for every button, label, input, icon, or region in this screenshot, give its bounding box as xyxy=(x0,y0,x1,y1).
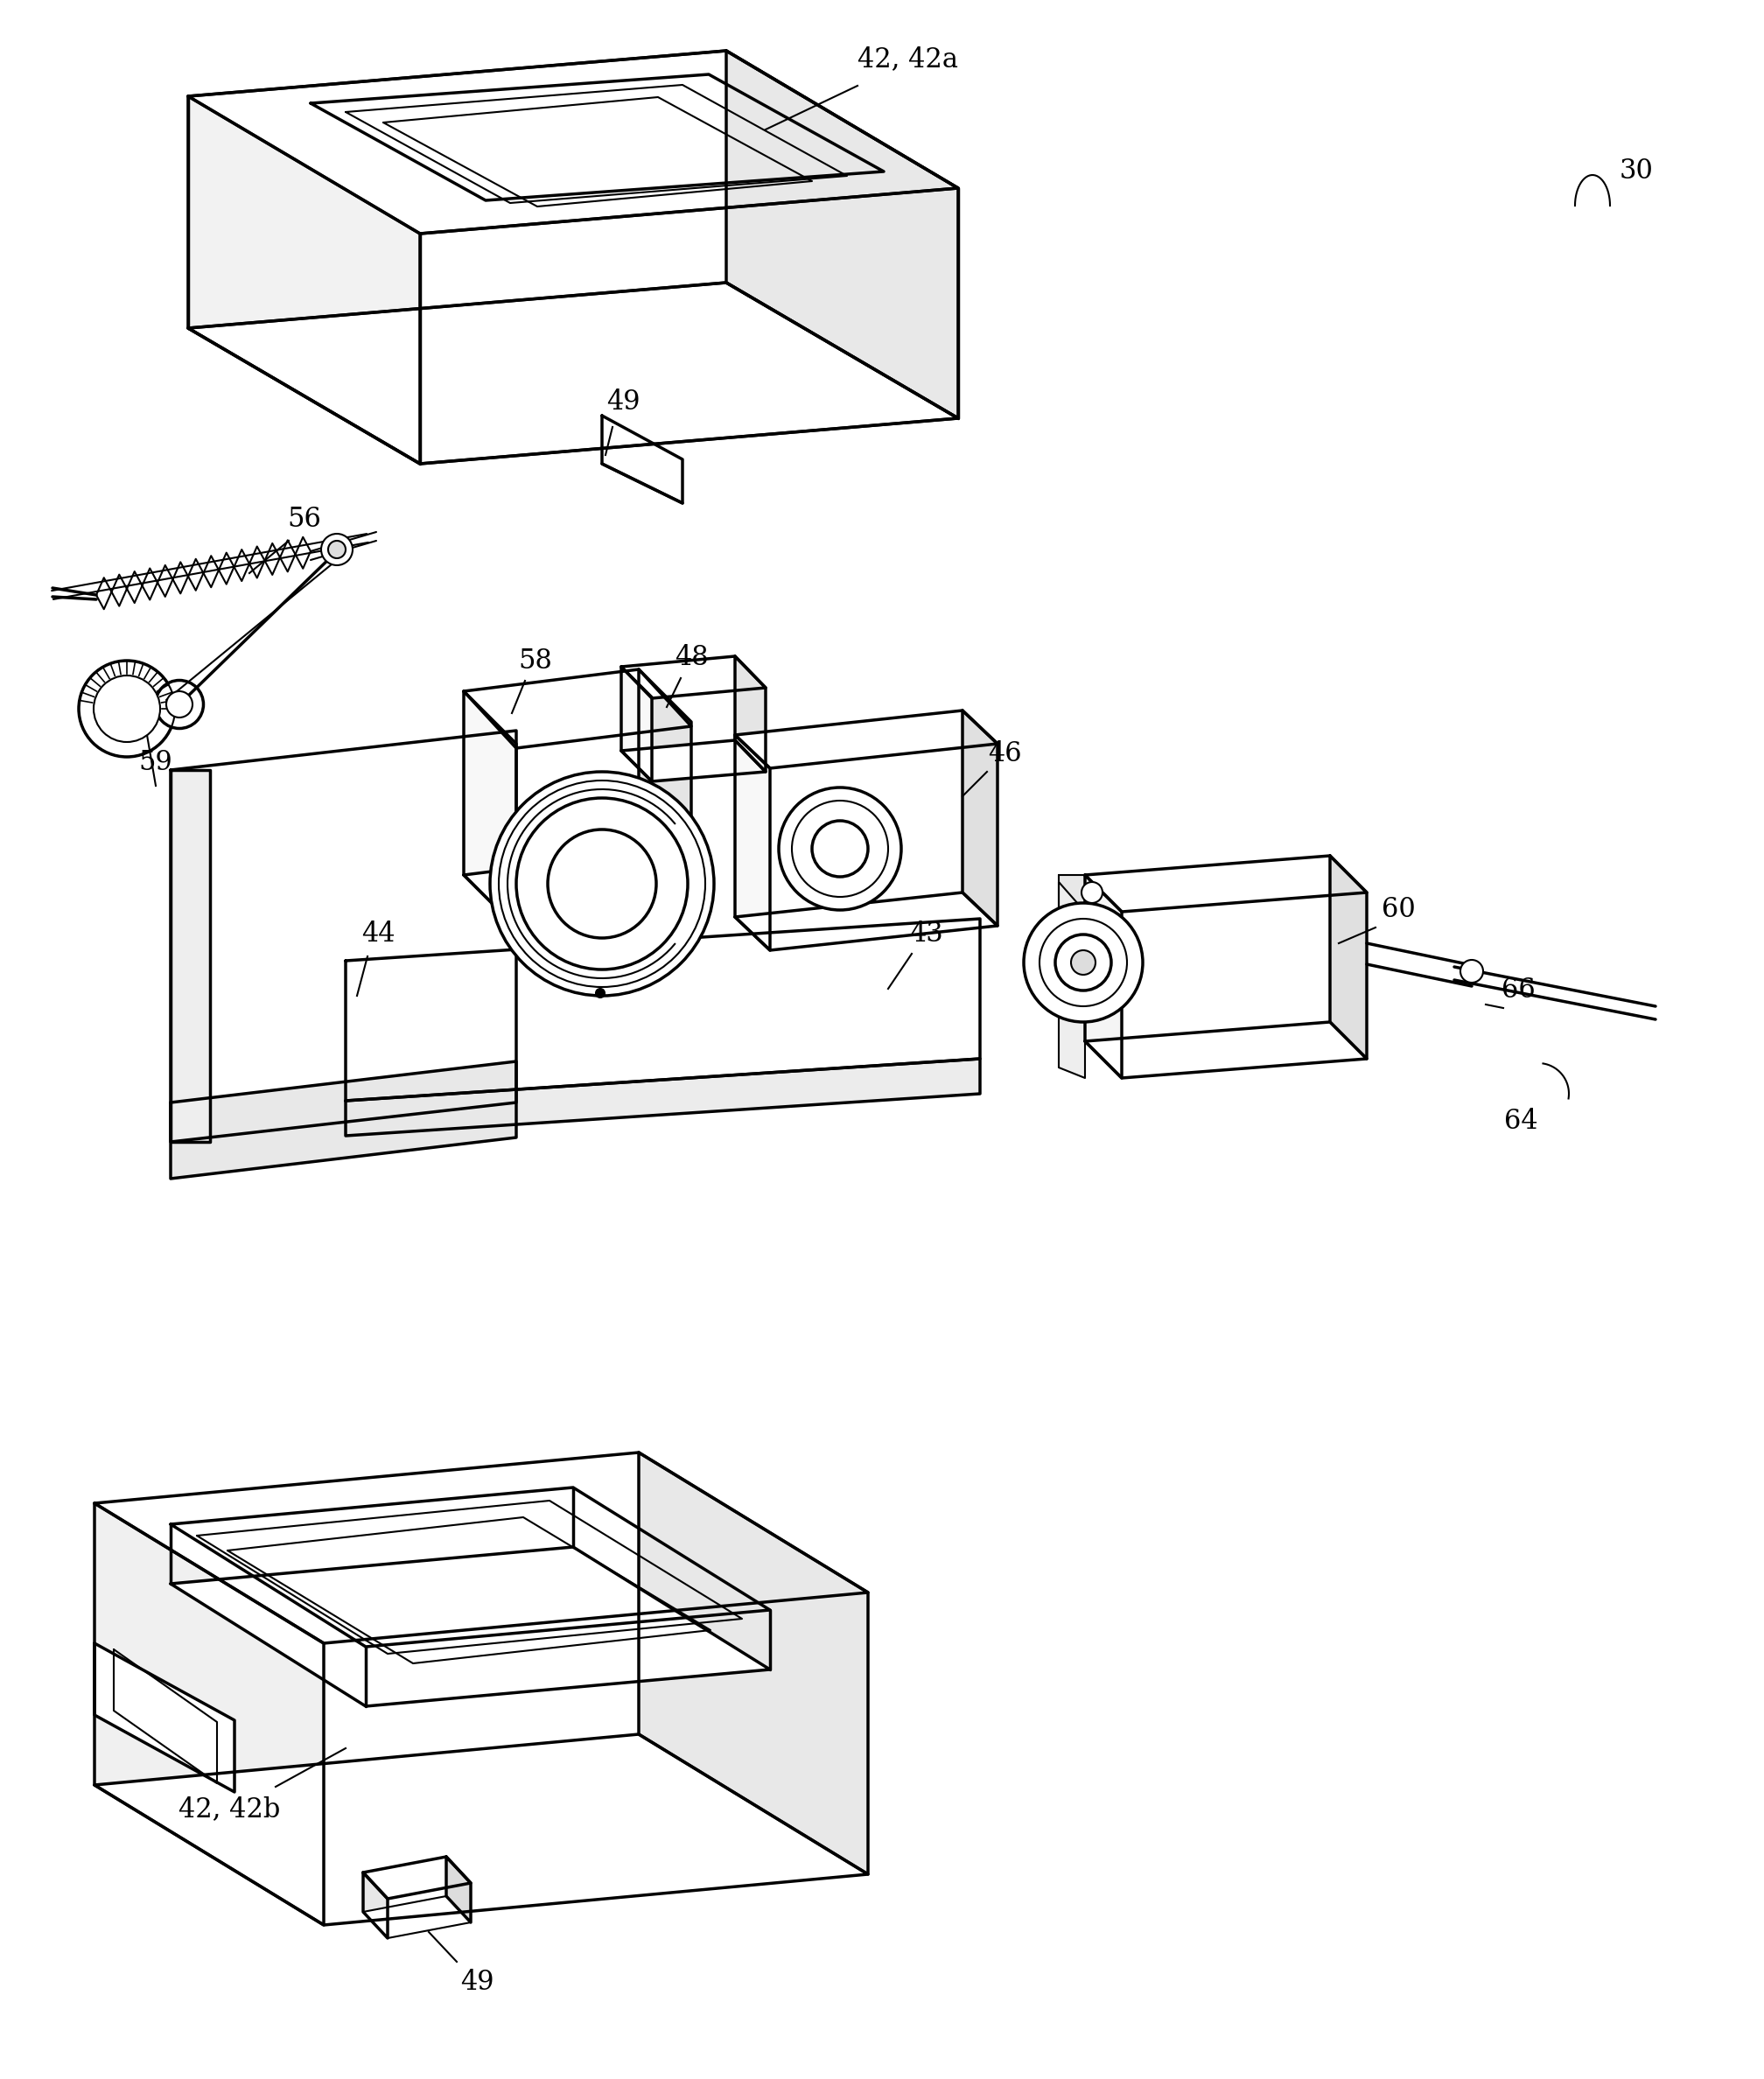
Circle shape xyxy=(499,780,706,988)
Circle shape xyxy=(517,798,688,969)
Circle shape xyxy=(321,534,353,565)
Text: 44: 44 xyxy=(362,921,395,948)
Polygon shape xyxy=(446,1857,471,1923)
Circle shape xyxy=(328,541,346,559)
Polygon shape xyxy=(189,50,958,233)
Text: 64: 64 xyxy=(1505,1108,1538,1135)
Polygon shape xyxy=(1058,881,1085,1079)
Text: 46: 46 xyxy=(988,740,1021,767)
Polygon shape xyxy=(1085,857,1367,913)
Polygon shape xyxy=(464,669,691,748)
Polygon shape xyxy=(602,416,683,503)
Circle shape xyxy=(792,800,887,896)
Text: 42, 42a: 42, 42a xyxy=(857,46,958,73)
Polygon shape xyxy=(1085,1023,1367,1079)
Polygon shape xyxy=(464,690,517,927)
Ellipse shape xyxy=(155,680,203,728)
Text: 48: 48 xyxy=(674,644,707,672)
Polygon shape xyxy=(95,1734,868,1925)
Text: 60: 60 xyxy=(1381,896,1415,923)
Polygon shape xyxy=(621,740,766,782)
Polygon shape xyxy=(171,769,210,1141)
Polygon shape xyxy=(736,736,771,950)
Polygon shape xyxy=(363,1873,388,1938)
Polygon shape xyxy=(363,1896,471,1938)
Polygon shape xyxy=(736,711,997,769)
Polygon shape xyxy=(171,1062,517,1179)
Polygon shape xyxy=(1085,875,1122,1079)
Circle shape xyxy=(490,771,714,996)
Circle shape xyxy=(549,830,656,938)
Polygon shape xyxy=(621,657,766,699)
Text: 30: 30 xyxy=(1619,158,1653,185)
Polygon shape xyxy=(171,1547,771,1707)
Polygon shape xyxy=(346,1058,981,1135)
Circle shape xyxy=(1055,933,1111,990)
Polygon shape xyxy=(1058,875,1085,913)
Polygon shape xyxy=(95,1453,868,1642)
Polygon shape xyxy=(346,919,981,1100)
Text: 59: 59 xyxy=(139,748,173,778)
Text: 43: 43 xyxy=(908,921,942,948)
Circle shape xyxy=(811,821,868,877)
Ellipse shape xyxy=(79,661,175,757)
Text: 49: 49 xyxy=(460,1969,494,1996)
Circle shape xyxy=(1071,950,1095,975)
Circle shape xyxy=(1023,902,1143,1023)
Text: 58: 58 xyxy=(519,647,552,674)
Polygon shape xyxy=(639,669,691,906)
Polygon shape xyxy=(189,283,958,464)
Polygon shape xyxy=(464,852,691,927)
Polygon shape xyxy=(621,667,653,782)
Circle shape xyxy=(1081,881,1102,902)
Polygon shape xyxy=(95,1503,325,1925)
Text: 42, 42b: 42, 42b xyxy=(178,1796,280,1823)
Polygon shape xyxy=(363,1857,471,1898)
Circle shape xyxy=(778,788,901,911)
Circle shape xyxy=(1039,919,1127,1006)
Polygon shape xyxy=(113,1649,217,1784)
Polygon shape xyxy=(639,1453,868,1875)
Circle shape xyxy=(596,990,605,998)
Polygon shape xyxy=(736,892,997,950)
Circle shape xyxy=(1461,960,1484,983)
Polygon shape xyxy=(95,1642,235,1792)
Polygon shape xyxy=(1330,857,1367,1058)
Text: 56: 56 xyxy=(288,505,321,532)
Polygon shape xyxy=(171,730,517,1141)
Polygon shape xyxy=(963,711,997,925)
Text: 66: 66 xyxy=(1501,977,1535,1004)
Circle shape xyxy=(166,690,192,717)
Polygon shape xyxy=(736,657,766,771)
Polygon shape xyxy=(727,50,958,418)
Polygon shape xyxy=(189,96,420,464)
Circle shape xyxy=(93,676,161,742)
Text: 49: 49 xyxy=(607,389,640,416)
